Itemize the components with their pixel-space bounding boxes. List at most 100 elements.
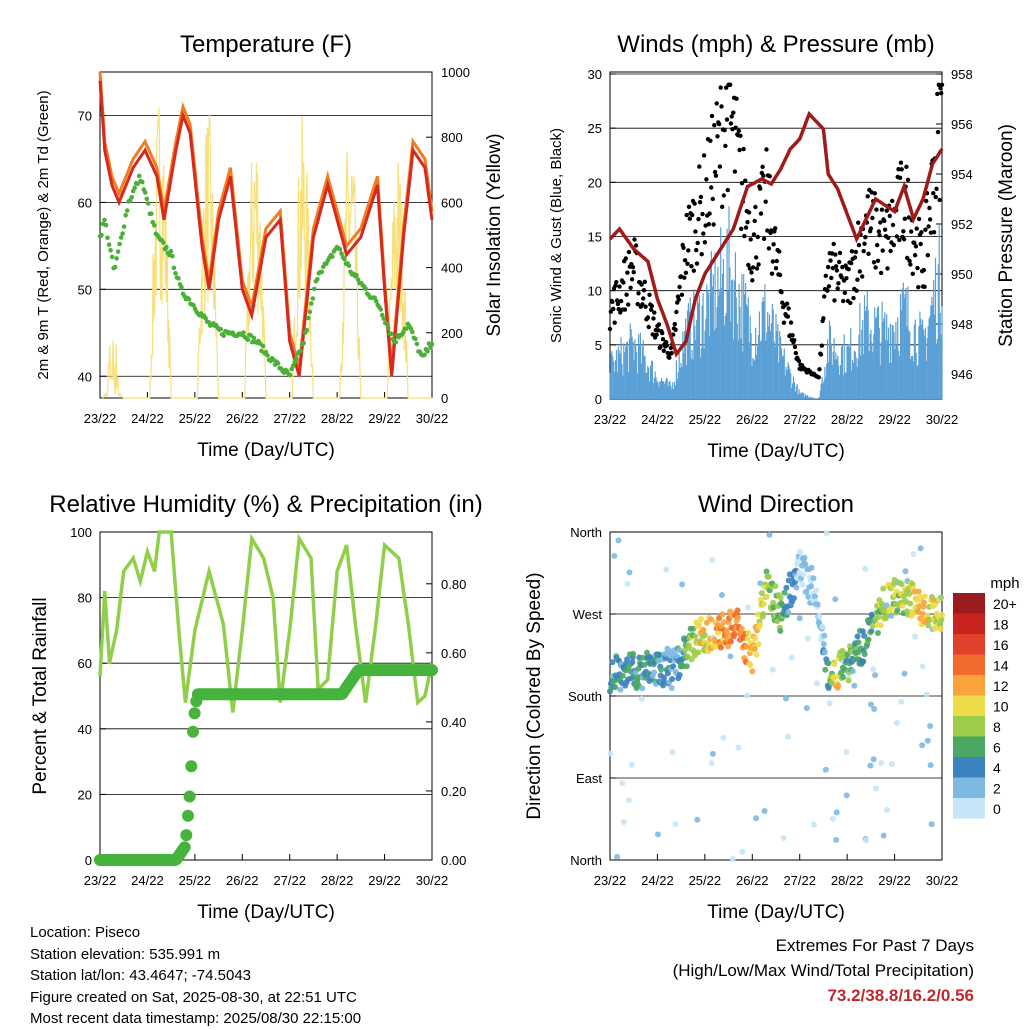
gust-point (755, 234, 760, 240)
dewpoint-point (132, 185, 137, 190)
gust-point (650, 332, 655, 337)
legend-label: 4 (993, 760, 1001, 776)
gust-point (935, 129, 941, 135)
direction-point (718, 592, 725, 598)
direction-point (833, 836, 840, 843)
rh-x-tick-label: 24/22 (131, 873, 164, 888)
temp-x-tick-label: 23/22 (84, 411, 117, 426)
direction-point (788, 654, 795, 661)
direction-point (749, 668, 756, 675)
dewpoint-point (108, 248, 113, 253)
gust-point (746, 210, 752, 215)
dir-x-tick-label: 27/22 (783, 873, 816, 888)
gust-point (906, 215, 911, 220)
direction-point (766, 531, 773, 538)
direction-point (819, 623, 826, 630)
rh-x-tick-label: 26/22 (226, 873, 259, 888)
dewpoint-point (304, 327, 310, 333)
direction-point (607, 750, 614, 757)
gust-point (723, 143, 728, 149)
direction-point (938, 594, 945, 601)
dewpoint-point (363, 286, 368, 292)
winds-x-tick-label: 30/22 (926, 412, 959, 427)
gust-point (741, 146, 746, 152)
gust-point (616, 306, 621, 312)
direction-point (760, 611, 767, 617)
gust-point (712, 123, 717, 128)
gust-point (887, 213, 892, 219)
direction-point (769, 666, 776, 673)
precipitation-point (178, 841, 191, 854)
temp-x-tick-label: 26/22 (226, 411, 259, 426)
direction-point (861, 632, 868, 639)
legend-title: mph (990, 575, 1019, 592)
direction-point (861, 651, 868, 658)
dewpoint-point (290, 363, 296, 368)
gust-point (642, 279, 647, 284)
winds-y2-tick-label: 958 (951, 67, 973, 82)
gust-point (753, 204, 758, 210)
gust-point (626, 249, 632, 255)
gust-point (716, 121, 722, 127)
winds-y2-tick-label: 946 (951, 367, 973, 382)
gust-point (870, 215, 875, 221)
direction-point (828, 679, 835, 686)
gust-point (612, 320, 617, 325)
direction-point (869, 622, 876, 629)
gust-point (624, 292, 629, 297)
direction-point (752, 635, 759, 642)
gust-point (901, 237, 907, 242)
direction-point (620, 819, 627, 825)
direction-point (843, 749, 850, 755)
gust-point (832, 298, 837, 303)
gust-point (880, 248, 885, 253)
dewpoint-point (112, 264, 118, 270)
gust-point (694, 261, 700, 266)
legend-swatch (953, 695, 985, 716)
dewpoint-point (152, 223, 157, 228)
gust-point (722, 128, 727, 133)
gust-point (628, 285, 633, 290)
direction-point (765, 573, 772, 580)
direction-point (868, 628, 875, 635)
rh-y-tick-label: 100 (70, 525, 92, 540)
gust-point (751, 232, 757, 237)
direction-point (803, 588, 810, 595)
dewpoint-point (346, 263, 352, 269)
rh-panel: Relative Humidity (%) & Precipitation (i… (30, 491, 483, 923)
gust-point (752, 218, 757, 224)
gust-point (931, 191, 936, 196)
gust-point (668, 345, 674, 351)
legend-swatch (953, 613, 985, 634)
direction-point (731, 630, 738, 637)
gust-point (863, 235, 868, 240)
direction-point (744, 692, 751, 699)
gust-point (660, 330, 665, 336)
dewpoint-point (129, 194, 134, 200)
direction-point (690, 625, 696, 632)
gust-point (615, 301, 621, 307)
gust-point (725, 187, 730, 193)
dewpoint-point (179, 284, 184, 290)
gust-point (817, 367, 822, 372)
direction-point (813, 680, 820, 687)
direction-point (619, 780, 626, 787)
direction-point (760, 601, 767, 608)
gust-point (937, 197, 942, 203)
gust-point (849, 249, 855, 254)
direction-point (667, 657, 674, 664)
gust-point (831, 241, 836, 247)
gust-point (719, 104, 724, 109)
gust-point (837, 259, 842, 265)
gust-point (651, 316, 656, 321)
direction-point (670, 663, 677, 670)
direction-point (669, 749, 676, 756)
gust-point (834, 268, 840, 273)
direction-point (860, 658, 867, 665)
direction-point (720, 619, 727, 626)
gust-point (758, 186, 763, 191)
legend-label: 10 (993, 699, 1009, 715)
gust-point (720, 204, 725, 209)
direction-point (715, 629, 722, 636)
gust-point (835, 286, 840, 291)
